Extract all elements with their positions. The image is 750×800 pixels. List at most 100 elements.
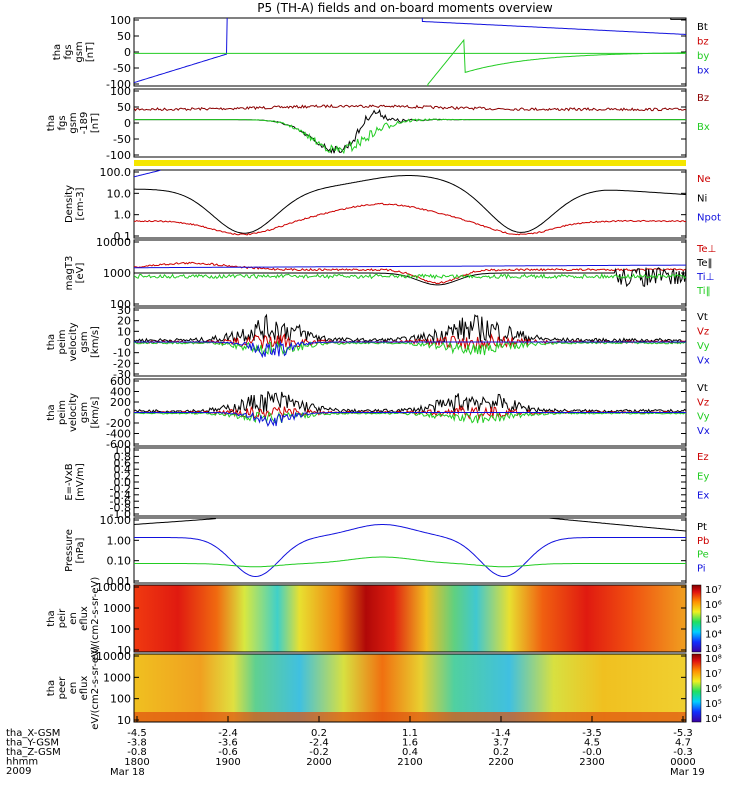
y-axis-label: fgs: [57, 115, 68, 130]
legend-Ey: Ey: [697, 471, 709, 482]
pt-line: [134, 518, 686, 532]
panel-9: 10⁷ 10⁶ 10⁵ 10⁴ 10³ 10000 1000 100 10 tha peir en ef…: [46, 577, 722, 661]
vx-line: [134, 340, 686, 359]
y-axis-label: [cm-3]: [75, 187, 86, 220]
y-tick-label: 0.0: [114, 476, 132, 489]
legend-Bt: Bt: [697, 22, 708, 33]
panel-2: 100 50 0 -50 -100 tha fgs gsm -189 [nT] Bz Bx: [46, 85, 710, 162]
colorbar-tick-label: 10⁵: [705, 699, 722, 710]
y-tick-label: 1.0: [114, 444, 132, 457]
legend-Npot: Npot: [697, 213, 721, 224]
y-tick-label: 100: [110, 85, 131, 98]
legend-Ti⊥: Ti⊥: [696, 272, 714, 283]
colorbar-tick-label: 10⁸: [705, 654, 722, 665]
y-tick-label: 100: [110, 623, 131, 636]
y-tick-label: -100: [106, 149, 131, 162]
axis-row-label: tha_X-GSM: [6, 728, 60, 739]
y-tick-label: 100: [110, 298, 131, 311]
y-axis-label: en: [68, 682, 79, 695]
y-tick-label: 100: [110, 693, 131, 706]
y-tick-label: 10000: [96, 650, 131, 663]
y-tick-label: -50: [113, 62, 131, 75]
y-tick-label: -600: [106, 438, 131, 451]
y-axis-label: gsm: [74, 41, 85, 62]
colorbar-tick-label: 10⁷: [705, 585, 722, 596]
panel-7: 1.00.80.60.40.20.0-0.2-0.4-0.6-0.8-1.0 E=…: [64, 444, 709, 521]
pe-line: [134, 556, 686, 568]
legend-Ne: Ne: [697, 174, 711, 185]
vt-line: [134, 313, 686, 344]
y-tick-label: 1000: [103, 602, 131, 615]
x-tick-label: 1900: [215, 757, 240, 768]
orbit-value: -3.8: [127, 738, 147, 749]
y-tick-label: 200: [110, 396, 131, 409]
bz-line: [134, 103, 686, 112]
y-tick-label: 50: [117, 101, 131, 114]
y-axis-label: [km/s]: [90, 326, 101, 358]
bx-line: [134, 18, 686, 84]
y-axis-label: tha: [46, 404, 57, 420]
legend-Ti‖: Ti‖: [696, 286, 711, 297]
orbit-value: 4.5: [584, 738, 600, 749]
y-axis-label: velocity: [68, 393, 79, 432]
y-axis-label: tha: [46, 115, 57, 131]
y-tick-label: 1000: [103, 267, 131, 280]
legend-Ez: Ez: [697, 452, 709, 463]
y-tick-label: 1.0: [114, 209, 132, 222]
y-axis-label: Pressure: [64, 529, 75, 572]
legend-Te⊥: Te⊥: [696, 244, 716, 255]
y-axis-label: eflux: [79, 676, 90, 701]
legend-by: by: [697, 51, 709, 62]
y-tick-label: 10000: [96, 236, 131, 249]
curves: [134, 391, 686, 427]
orbit-value: 3.7: [493, 738, 509, 749]
orbit-value: -3.6: [218, 738, 238, 749]
orbit-value: 1.1: [402, 728, 418, 739]
y-axis-label: en: [68, 612, 79, 625]
y-tick-label: -0.6: [110, 495, 131, 508]
panel-3: 100.0 10.0 1.0 0.1 Density [cm-3] Ne Ni Npot: [64, 166, 721, 243]
y-tick-label: 0.6: [114, 457, 132, 470]
y-tick-label: 0.01: [107, 575, 132, 588]
y-tick-label: -20: [113, 357, 131, 370]
panel-4: 10000 1000 100 magT3 [eV] Te⊥ Te‖ Ti⊥ Ti‖: [64, 236, 716, 311]
y-axis-label: gsm: [79, 331, 90, 352]
orbit-value: 1.6: [402, 738, 418, 749]
y-axis-label: gsm: [79, 402, 90, 423]
legend-Vt: Vt: [697, 312, 708, 323]
y-axis-label: magT3: [64, 256, 75, 291]
y-axis-label: tha: [46, 680, 57, 696]
y-tick-label: 30: [117, 304, 131, 317]
legend-bx: bx: [697, 66, 709, 77]
colorbar-tick-label: 10³: [705, 644, 722, 655]
orbit-value: -5.3: [673, 728, 693, 739]
vy-line: [134, 340, 686, 356]
x-tick-label: 2200: [488, 757, 513, 768]
y-axis-label: peim: [57, 400, 68, 425]
vx-line: [134, 411, 686, 427]
pi-line: [134, 524, 686, 578]
x-tick-label: 2300: [579, 757, 604, 768]
y-tick-label: -0.2: [110, 482, 131, 495]
legend-Pb: Pb: [697, 536, 709, 547]
y-tick-label: -1.0: [110, 508, 131, 521]
y-axis-label: [nPa]: [75, 537, 86, 563]
axis-row-label: hhmm: [6, 757, 38, 768]
legend-Bz: Bz: [697, 93, 709, 104]
bx-line: [134, 118, 686, 155]
y-axis-label: eV/(cm2-s-sr-eV): [90, 646, 101, 730]
y-tick-label: 10: [117, 714, 131, 727]
y-tick-label: 1.00: [107, 534, 132, 547]
y-tick-label: 0: [124, 407, 131, 420]
y-axis-label: fgs: [63, 44, 74, 59]
colorbar-tick-label: 10⁴: [705, 714, 722, 725]
y-tick-label: 0.1: [114, 230, 132, 243]
orbit-value: 0.2: [311, 728, 327, 739]
y-axis-label: E=-VxB: [64, 463, 75, 500]
colorbar-tick-label: 10⁶: [705, 600, 722, 611]
end-date: Mar 19: [670, 767, 705, 778]
vt-line: [134, 391, 686, 414]
y-tick-label: -50: [113, 133, 131, 146]
spectrogram: [134, 654, 686, 722]
x-tick-label: 1800: [124, 757, 149, 768]
